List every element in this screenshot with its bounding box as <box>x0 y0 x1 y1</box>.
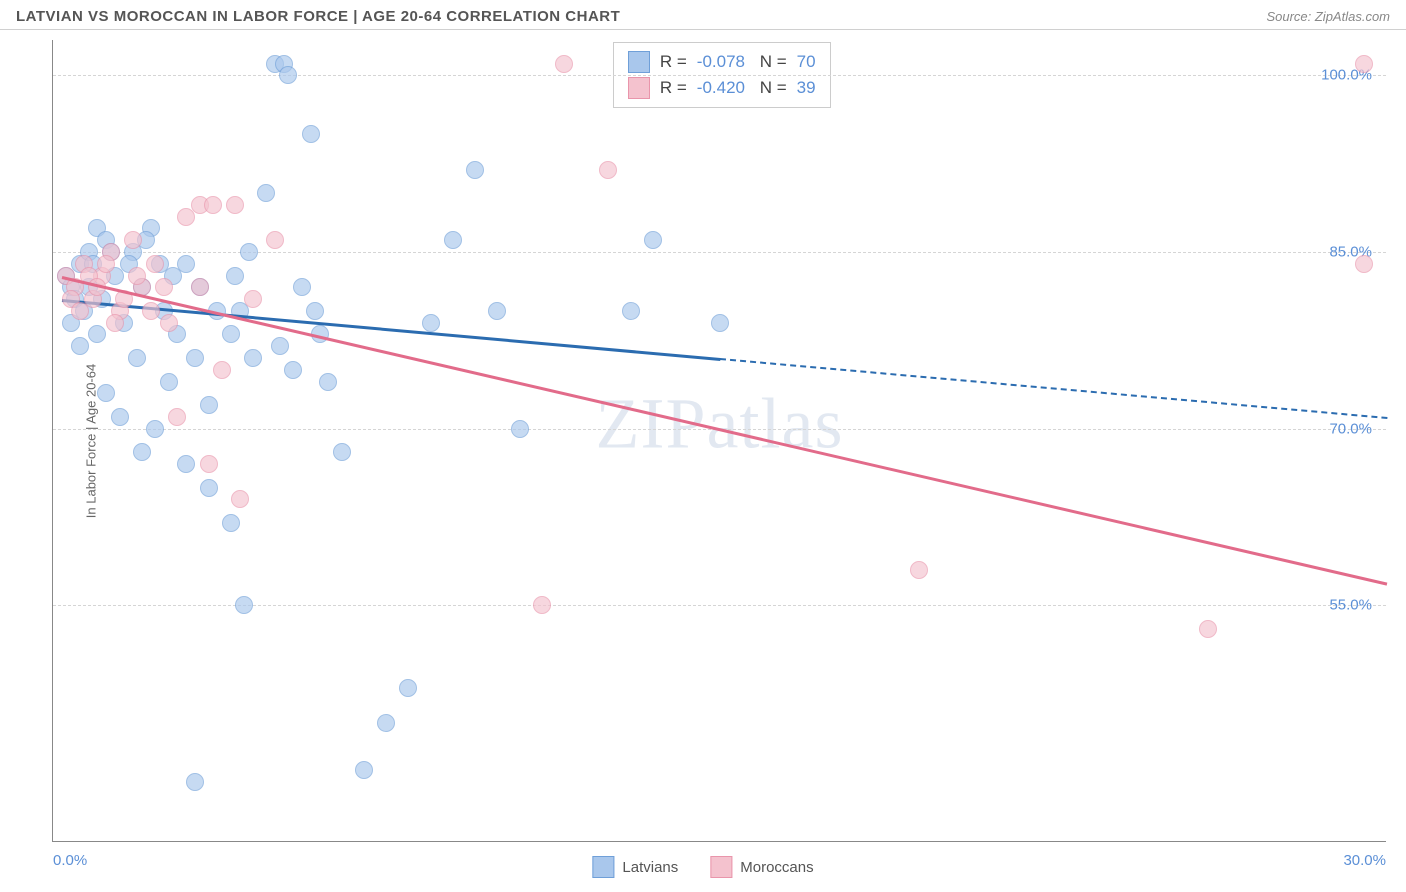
data-point-moroccans <box>1355 55 1373 73</box>
data-point-moroccans <box>244 290 262 308</box>
stat-label-n: N = <box>755 78 787 98</box>
data-point-latvians <box>240 243 258 261</box>
data-point-latvians <box>511 420 529 438</box>
data-point-latvians <box>377 714 395 732</box>
data-point-latvians <box>271 337 289 355</box>
data-point-latvians <box>146 420 164 438</box>
data-point-latvians <box>160 373 178 391</box>
gridline-h <box>53 75 1386 76</box>
chart-header: LATVIAN VS MOROCCAN IN LABOR FORCE | AGE… <box>0 0 1406 30</box>
data-point-latvians <box>466 161 484 179</box>
data-point-moroccans <box>910 561 928 579</box>
swatch-moroccans <box>628 77 650 99</box>
data-point-latvians <box>226 267 244 285</box>
x-tick-label: 0.0% <box>53 852 87 869</box>
data-point-latvians <box>128 349 146 367</box>
data-point-latvians <box>279 66 297 84</box>
stats-row-moroccans: R = -0.420 N = 39 <box>628 75 816 101</box>
data-point-latvians <box>177 455 195 473</box>
legend-item-latvians: Latvians <box>592 856 678 878</box>
data-point-moroccans <box>599 161 617 179</box>
data-point-latvians <box>133 443 151 461</box>
plot-region: ZIPatlas R = -0.078 N = 70 R = -0.420 N … <box>52 40 1386 842</box>
data-point-moroccans <box>191 278 209 296</box>
data-point-moroccans <box>142 302 160 320</box>
data-point-latvians <box>488 302 506 320</box>
data-point-moroccans <box>146 255 164 273</box>
data-point-moroccans <box>168 408 186 426</box>
data-point-latvians <box>244 349 262 367</box>
data-point-latvians <box>284 361 302 379</box>
chart-source: Source: ZipAtlas.com <box>1266 9 1390 24</box>
data-point-moroccans <box>555 55 573 73</box>
stat-label-n: N = <box>755 52 787 72</box>
stat-r-latvians: -0.078 <box>697 52 745 72</box>
data-point-moroccans <box>1199 620 1217 638</box>
data-point-moroccans <box>204 196 222 214</box>
data-point-latvians <box>200 479 218 497</box>
data-point-moroccans <box>1355 255 1373 273</box>
chart-area: In Labor Force | Age 20-64 ZIPatlas R = … <box>40 40 1386 842</box>
data-point-latvians <box>200 396 218 414</box>
data-point-latvians <box>399 679 417 697</box>
legend-swatch-latvians <box>592 856 614 878</box>
stat-label-r: R = <box>660 52 687 72</box>
stats-row-latvians: R = -0.078 N = 70 <box>628 49 816 75</box>
legend-label-moroccans: Moroccans <box>740 859 813 876</box>
swatch-latvians <box>628 51 650 73</box>
data-point-moroccans <box>128 267 146 285</box>
data-point-moroccans <box>97 255 115 273</box>
x-tick-label: 30.0% <box>1343 852 1386 869</box>
data-point-latvians <box>71 337 89 355</box>
data-point-latvians <box>306 302 324 320</box>
data-point-latvians <box>293 278 311 296</box>
watermark: ZIPatlas <box>596 383 844 466</box>
data-point-latvians <box>97 384 115 402</box>
data-point-latvians <box>257 184 275 202</box>
data-point-moroccans <box>213 361 231 379</box>
data-point-moroccans <box>533 596 551 614</box>
data-point-moroccans <box>231 490 249 508</box>
data-point-latvians <box>222 514 240 532</box>
stat-r-moroccans: -0.420 <box>697 78 745 98</box>
data-point-moroccans <box>71 302 89 320</box>
data-point-latvians <box>235 596 253 614</box>
data-point-latvians <box>222 325 240 343</box>
data-point-moroccans <box>160 314 178 332</box>
y-tick-label: 55.0% <box>1329 597 1372 614</box>
legend-swatch-moroccans <box>710 856 732 878</box>
data-point-latvians <box>333 443 351 461</box>
data-point-latvians <box>711 314 729 332</box>
data-point-latvians <box>186 349 204 367</box>
data-point-moroccans <box>155 278 173 296</box>
chart-title: LATVIAN VS MOROCCAN IN LABOR FORCE | AGE… <box>16 8 620 25</box>
data-point-latvians <box>422 314 440 332</box>
data-point-latvians <box>302 125 320 143</box>
data-point-latvians <box>622 302 640 320</box>
bottom-legend: Latvians Moroccans <box>592 856 813 878</box>
data-point-latvians <box>88 325 106 343</box>
data-point-latvians <box>444 231 462 249</box>
data-point-moroccans <box>106 314 124 332</box>
data-point-latvians <box>186 773 204 791</box>
data-point-latvians <box>111 408 129 426</box>
data-point-moroccans <box>124 231 142 249</box>
data-point-moroccans <box>266 231 284 249</box>
stat-n-latvians: 70 <box>797 52 816 72</box>
data-point-moroccans <box>200 455 218 473</box>
data-point-latvians <box>355 761 373 779</box>
stat-n-moroccans: 39 <box>797 78 816 98</box>
legend-item-moroccans: Moroccans <box>710 856 813 878</box>
legend-label-latvians: Latvians <box>622 859 678 876</box>
stat-label-r: R = <box>660 78 687 98</box>
y-tick-label: 70.0% <box>1329 420 1372 437</box>
data-point-latvians <box>319 373 337 391</box>
trendline-dashed-latvians <box>720 358 1387 419</box>
data-point-latvians <box>644 231 662 249</box>
data-point-moroccans <box>226 196 244 214</box>
